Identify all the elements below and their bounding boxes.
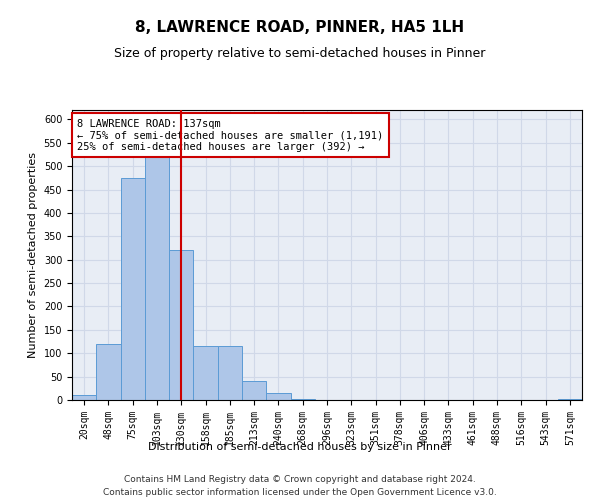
Bar [242,382,266,400]
Bar [558,399,582,400]
Text: Distribution of semi-detached houses by size in Pinner: Distribution of semi-detached houses by … [148,442,452,452]
Bar [72,396,96,400]
Text: Contains public sector information licensed under the Open Government Licence v3: Contains public sector information licen… [103,488,497,497]
Bar [96,344,121,400]
Text: Size of property relative to semi-detached houses in Pinner: Size of property relative to semi-detach… [115,48,485,60]
Bar [169,250,193,400]
Bar [266,393,290,400]
Bar [121,178,145,400]
Bar [290,399,315,400]
Bar [145,152,169,400]
Text: 8 LAWRENCE ROAD: 137sqm
← 75% of semi-detached houses are smaller (1,191)
25% of: 8 LAWRENCE ROAD: 137sqm ← 75% of semi-de… [77,118,383,152]
Bar [218,346,242,400]
Bar [193,346,218,400]
Text: 8, LAWRENCE ROAD, PINNER, HA5 1LH: 8, LAWRENCE ROAD, PINNER, HA5 1LH [136,20,464,35]
Text: Contains HM Land Registry data © Crown copyright and database right 2024.: Contains HM Land Registry data © Crown c… [124,476,476,484]
Y-axis label: Number of semi-detached properties: Number of semi-detached properties [28,152,38,358]
